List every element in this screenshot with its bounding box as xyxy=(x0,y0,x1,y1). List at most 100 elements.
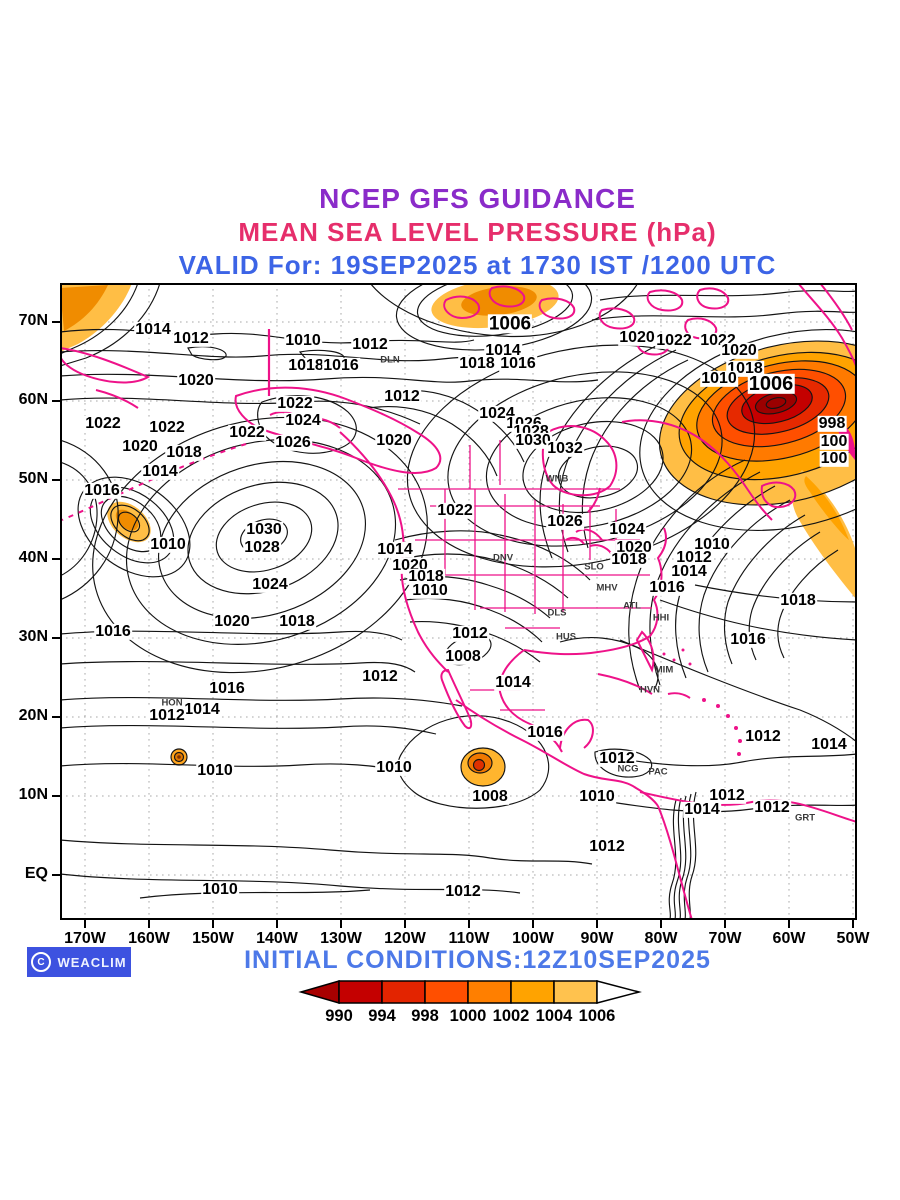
lat-tick-label: 30N xyxy=(0,628,48,646)
contour-label: 100 xyxy=(820,451,849,467)
contour-label: 1016 xyxy=(83,483,121,499)
contour-label: 1016 xyxy=(729,632,767,648)
station-label: HUS xyxy=(556,632,576,642)
station-label: DLN xyxy=(380,355,400,365)
contour-label: 1018 xyxy=(287,358,325,374)
contour-label: 1014 xyxy=(134,322,172,338)
contour-label: 1012 xyxy=(588,839,626,855)
contour-label: 1024 xyxy=(608,522,646,538)
contour-label: 1016 xyxy=(499,356,537,372)
contour-label: 1020 xyxy=(213,614,251,630)
contour-label: 1022 xyxy=(436,503,474,519)
contour-label: 1018 xyxy=(779,593,817,609)
contour-label: 1012 xyxy=(753,800,791,816)
contour-label: 1030 xyxy=(245,522,283,538)
contour-label: 1022 xyxy=(276,396,314,412)
page-title: NCEP GFS GUIDANCE xyxy=(55,183,900,215)
contour-label: 1022 xyxy=(148,420,186,436)
copyright-circle-icon: C xyxy=(31,952,51,972)
station-label: MHV xyxy=(596,583,617,593)
lat-tick-label: EQ xyxy=(0,865,48,883)
contour-label: 1014 xyxy=(494,675,532,691)
station-label: NCG xyxy=(617,764,638,774)
initial-conditions-text: INITIAL CONDITIONS:12Z10SEP2025 xyxy=(55,946,900,975)
contour-label: 1018 xyxy=(610,552,648,568)
station-label: PAC xyxy=(648,767,667,777)
contour-label: 1024 xyxy=(284,413,322,429)
station-label: WNB xyxy=(546,474,569,484)
colorbar-tick-label: 1006 xyxy=(579,1007,616,1025)
contour-label: 1014 xyxy=(810,737,848,753)
colorbar-tick-label: 1002 xyxy=(493,1007,530,1025)
lat-tick-label: 40N xyxy=(0,549,48,567)
contour-label: 1014 xyxy=(683,802,721,818)
contour-label: 1012 xyxy=(383,389,421,405)
contour-label: 1014 xyxy=(376,542,414,558)
colorbar-tick-label: 1004 xyxy=(536,1007,574,1025)
colorbar: 990 994 998 1000 1002 1004 1006 xyxy=(295,977,647,1032)
contour-label: 1016 xyxy=(208,681,246,697)
chart-subtitle: MEAN SEA LEVEL PRESSURE (hPa) xyxy=(55,217,900,248)
station-label: SLO xyxy=(584,562,604,572)
station-label: MIM xyxy=(655,665,673,675)
contour-label: 1010 xyxy=(196,763,234,779)
contour-label: 100 xyxy=(820,434,849,450)
contour-label: 1016 xyxy=(648,580,686,596)
contour-label: 1020 xyxy=(720,343,758,359)
contour-label: 1022 xyxy=(655,333,693,349)
station-label: HON xyxy=(161,698,182,708)
contour-label: 1010 xyxy=(375,760,413,776)
contour-label: 1020 xyxy=(375,433,413,449)
contour-label: 1022 xyxy=(84,416,122,432)
contour-label: 1020 xyxy=(121,439,159,455)
station-label: HHI xyxy=(653,613,669,623)
contour-label: 1006 xyxy=(488,314,532,333)
contour-label: 1014 xyxy=(670,564,708,580)
contour-label: 1026 xyxy=(274,435,312,451)
colorbar-tick-label: 994 xyxy=(368,1007,396,1025)
colorbar-tick-label: 990 xyxy=(325,1007,353,1025)
contour-label: 1008 xyxy=(471,789,509,805)
contour-label: 1008 xyxy=(444,649,482,665)
contour-label: 1010 xyxy=(284,333,322,349)
contour-label: 1022 xyxy=(228,425,266,441)
lat-tick-label: 50N xyxy=(0,470,48,488)
station-label: DNV xyxy=(493,553,513,563)
contour-label: 1010 xyxy=(411,583,449,599)
contour-label: 1012 xyxy=(361,669,399,685)
contour-label: 1010 xyxy=(201,882,239,898)
lat-tick-label: 60N xyxy=(0,391,48,409)
contour-label: 1012 xyxy=(451,626,489,642)
contour-label: 1012 xyxy=(148,708,186,724)
colorbar-tick-label: 998 xyxy=(411,1007,439,1025)
contour-label: 1010 xyxy=(149,537,187,553)
contour-label: 1018 xyxy=(458,356,496,372)
contour-label: 1028 xyxy=(243,540,281,556)
station-label: DLS xyxy=(548,608,567,618)
contour-label: 1012 xyxy=(172,331,210,347)
colorbar-svg: 990 994 998 1000 1002 1004 1006 xyxy=(295,977,647,1027)
contour-label: 1024 xyxy=(251,577,289,593)
contour-label: 1010 xyxy=(700,371,738,387)
station-label: GRT xyxy=(795,813,815,823)
valid-time-line: VALID For: 19SEP2025 at 1730 IST /1200 U… xyxy=(55,250,900,281)
contour-label: 1012 xyxy=(351,337,389,353)
station-label: HVN xyxy=(640,685,660,695)
contour-label: 1018 xyxy=(278,614,316,630)
contour-label: 1016 xyxy=(322,358,360,374)
lat-tick-label: 10N xyxy=(0,786,48,804)
contour-label: 1026 xyxy=(546,514,584,530)
contour-label: 1006 xyxy=(748,374,795,394)
contour-label: 998 xyxy=(818,416,847,432)
weather-chart-page: NCEP GFS GUIDANCE MEAN SEA LEVEL PRESSUR… xyxy=(0,0,900,1200)
station-label: ATL xyxy=(623,601,641,611)
contour-label: 1032 xyxy=(546,441,584,457)
contour-label: 1020 xyxy=(618,330,656,346)
contour-label: 1020 xyxy=(177,373,215,389)
contour-label: 1012 xyxy=(444,884,482,900)
contour-label: 1016 xyxy=(94,624,132,640)
colorbar-tick-label: 1000 xyxy=(450,1007,487,1025)
contour-label: 1010 xyxy=(578,789,616,805)
contour-label: 1012 xyxy=(744,729,782,745)
contour-label: 1014 xyxy=(183,702,221,718)
